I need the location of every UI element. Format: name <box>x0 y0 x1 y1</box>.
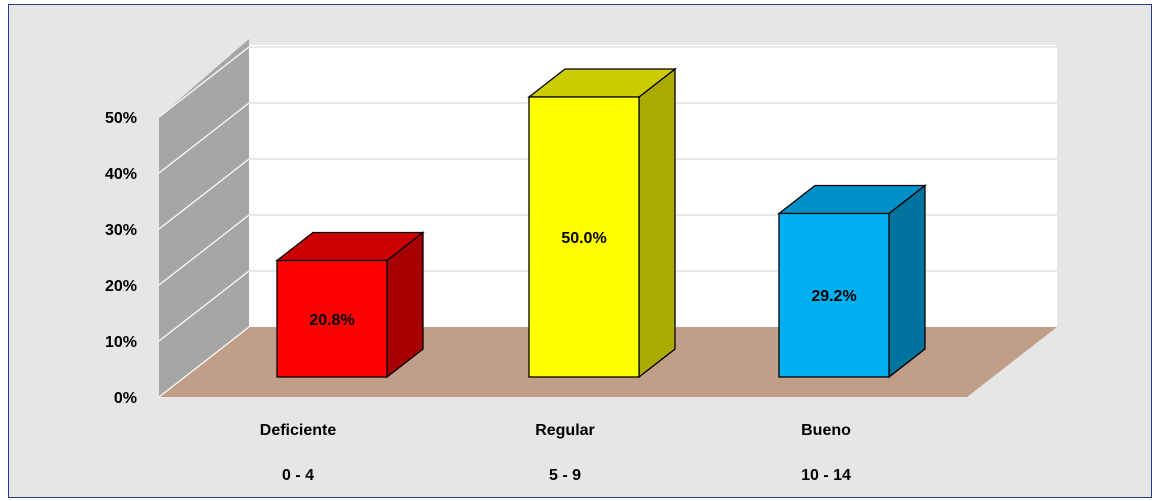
gridline-wall <box>158 270 250 342</box>
bar-front <box>778 212 890 378</box>
data-label: 29.2% <box>811 288 856 305</box>
y-tick-label: 50% <box>105 110 137 127</box>
gridline-wall <box>158 46 250 118</box>
chart-frame: 20.8% 50.0% 29.2% 0% 10% 20% 30% 40% 50% Defici… <box>8 4 1152 498</box>
x-category-label: Bueno <box>801 422 851 439</box>
bar-deficiente: 20.8% <box>275 231 425 379</box>
y-tick-label: 0% <box>114 390 137 407</box>
bar-side <box>638 67 676 379</box>
bar-front <box>528 96 640 378</box>
x-category-label: Deficiente <box>260 422 337 439</box>
data-label: 50.0% <box>561 230 606 247</box>
bar-side <box>888 184 926 379</box>
gridline-wall <box>158 214 250 286</box>
bar-bueno: 29.2% <box>777 184 927 379</box>
bars: 20.8% 50.0% 29.2% <box>275 67 927 379</box>
x-axis-labels: Deficiente 0 - 4 Regular 5 - 9 Bueno 10 - 14 <box>260 422 851 484</box>
x-category-label: Regular <box>535 422 595 439</box>
y-tick-label: 30% <box>105 222 137 239</box>
bar-regular: 50.0% <box>527 67 677 379</box>
gridline-wall <box>158 102 250 174</box>
gridline-wall <box>158 158 250 230</box>
y-axis-ticks: 0% 10% 20% 30% 40% 50% <box>105 110 137 407</box>
left-wall <box>159 39 249 397</box>
x-range-label: 10 - 14 <box>801 467 851 484</box>
x-range-label: 5 - 9 <box>549 467 581 484</box>
gridline-wall <box>158 326 250 398</box>
x-range-label: 0 - 4 <box>282 467 314 484</box>
bar-front <box>276 259 388 378</box>
y-tick-label: 10% <box>105 334 137 351</box>
bar-chart: 20.8% 50.0% 29.2% 0% 10% 20% 30% 40% 50% Defici… <box>105 39 1057 484</box>
data-label: 20.8% <box>309 312 354 329</box>
y-tick-label: 40% <box>105 166 137 183</box>
y-tick-label: 20% <box>105 278 137 295</box>
